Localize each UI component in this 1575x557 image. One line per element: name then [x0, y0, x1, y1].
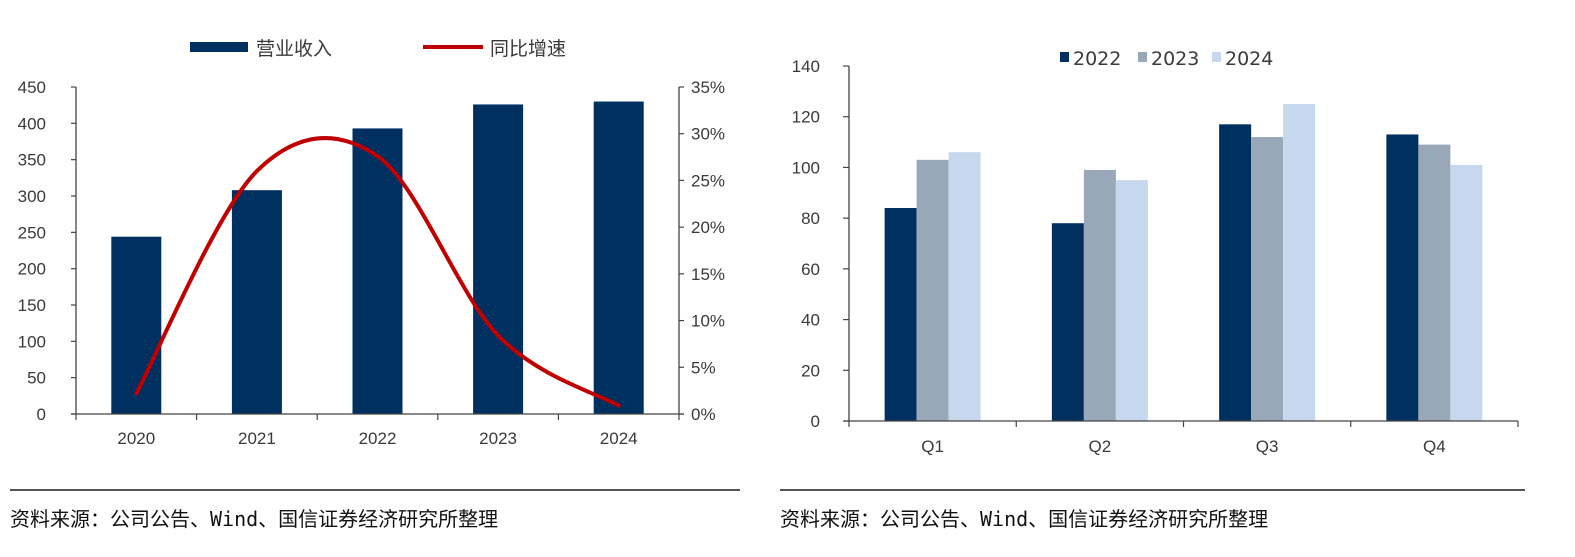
legend: 营业收入 同比增速 — [190, 38, 566, 60]
bar-Q4-2023 — [1418, 144, 1451, 421]
left-y-tick-label: 350 — [18, 151, 46, 170]
left-y-tick-label: 400 — [18, 114, 46, 133]
source-note-right: 资料来源：公司公告、Wind、国信证券经济研究所整理 — [780, 507, 1269, 531]
legend: 2022 2023 2024 — [1060, 48, 1273, 70]
legend-swatch-2024 — [1212, 52, 1221, 62]
right-y-tick-label: 35% — [691, 78, 725, 97]
right-y-tick-label: 25% — [691, 171, 725, 190]
right-y-tick-label: 30% — [691, 125, 725, 144]
y-tick-label: 40 — [801, 311, 820, 330]
left-y-tick-label: 200 — [18, 260, 46, 279]
revenue-growth-chart: 0 50 100 150 200 250 300 350 400 450 0% 5% 10% 15% 20%… — [18, 38, 725, 448]
left-y-tick-label: 0 — [37, 405, 46, 424]
left-y-tick-label: 100 — [18, 332, 46, 351]
bar-Q1-2023 — [916, 159, 949, 422]
bar-Q2-2024 — [1115, 180, 1148, 421]
x-tick-label: 2020 — [117, 429, 155, 448]
bar-Q3-2024 — [1283, 104, 1316, 422]
legend-label-2024: 2024 — [1225, 48, 1273, 70]
x-tick-label: 2024 — [600, 429, 638, 448]
left-y-tick-label: 150 — [18, 296, 46, 315]
y-tick-label: 60 — [801, 260, 820, 279]
bar-Q2-2022 — [1051, 223, 1084, 421]
y-tick-label: 80 — [801, 209, 820, 228]
bar-Q3-2022 — [1219, 124, 1252, 422]
x-tick-label: Q2 — [1089, 437, 1112, 456]
legend-swatch-revenue — [190, 42, 248, 52]
bar-revenue-2021 — [231, 190, 282, 414]
x-tick-label: Q4 — [1423, 437, 1446, 456]
y-tick-label: 100 — [792, 158, 820, 177]
x-tick-label: 2023 — [479, 429, 517, 448]
left-y-tick-label: 450 — [18, 78, 46, 97]
left-y-tick-label: 300 — [18, 187, 46, 206]
left-y-tick-label: 250 — [18, 223, 46, 242]
bar-Q1-2022 — [884, 208, 917, 421]
right-y-tick-label: 15% — [691, 265, 725, 284]
x-tick-label: 2021 — [238, 429, 276, 448]
x-tick-label: 2022 — [359, 429, 397, 448]
legend-label-growth: 同比增速 — [490, 38, 566, 60]
right-y-tick-label: 20% — [691, 218, 725, 237]
yoy-growth-line — [134, 136, 621, 408]
left-y-tick-label: 50 — [27, 369, 46, 388]
legend-swatch-2022 — [1060, 52, 1069, 62]
bar-Q2-2023 — [1083, 169, 1116, 421]
right-y-tick-label: 5% — [691, 358, 716, 377]
x-tick-label: Q1 — [921, 437, 944, 456]
right-y-tick-label: 0% — [691, 405, 716, 424]
bar-Q3-2023 — [1251, 137, 1284, 421]
y-tick-label: 120 — [792, 108, 820, 127]
legend-label-2023: 2023 — [1151, 48, 1199, 70]
source-divider-right — [780, 489, 1525, 491]
legend-label-2022: 2022 — [1073, 48, 1121, 70]
legend-swatch-2023 — [1138, 52, 1147, 62]
right-y-tick-label: 10% — [691, 312, 725, 331]
x-tick-label: Q3 — [1256, 437, 1279, 456]
bar-revenue-2022 — [352, 128, 403, 415]
bar-Q1-2024 — [948, 152, 981, 421]
bar-revenue-2023 — [473, 104, 524, 414]
bar-Q4-2022 — [1386, 134, 1419, 421]
y-tick-label: 140 — [792, 57, 820, 76]
bar-revenue-2024 — [593, 101, 644, 415]
source-note-left: 资料来源：公司公告、Wind、国信证券经济研究所整理 — [10, 507, 499, 531]
bar-Q4-2024 — [1450, 164, 1483, 421]
legend-label-revenue: 营业收入 — [256, 38, 332, 60]
bar-revenue-2020 — [111, 236, 162, 414]
y-tick-label: 20 — [801, 361, 820, 380]
y-tick-label: 0 — [811, 412, 820, 431]
source-divider-left — [10, 489, 740, 491]
